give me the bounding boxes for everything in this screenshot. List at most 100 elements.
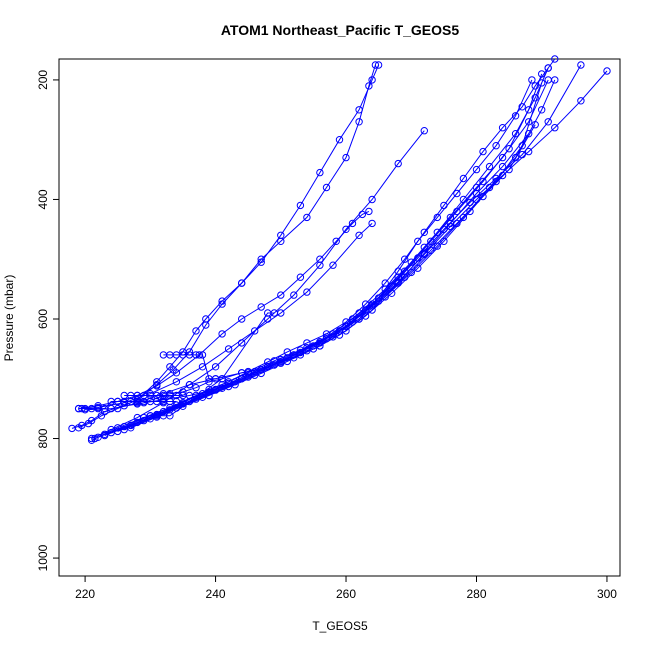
data-point bbox=[374, 294, 383, 302]
series-line bbox=[137, 133, 530, 404]
data-point bbox=[433, 213, 441, 222]
data-point bbox=[348, 219, 357, 228]
x-axis-label: T_GEOS5 bbox=[312, 619, 368, 633]
data-point bbox=[420, 243, 428, 252]
data-point bbox=[257, 366, 265, 374]
data-point bbox=[342, 225, 350, 234]
data-point bbox=[427, 237, 435, 246]
data-point bbox=[459, 174, 468, 183]
data-point bbox=[355, 118, 363, 126]
data-point bbox=[368, 76, 376, 84]
series-6 bbox=[87, 55, 559, 444]
data-point bbox=[290, 354, 298, 362]
data-point bbox=[505, 165, 513, 174]
data-point bbox=[335, 331, 344, 339]
x-tick-label: 240 bbox=[206, 587, 226, 601]
series-line bbox=[81, 223, 373, 410]
data-point bbox=[316, 342, 324, 350]
series-11 bbox=[114, 121, 539, 436]
data-point bbox=[257, 258, 265, 266]
data-point bbox=[202, 321, 210, 329]
series-line bbox=[78, 64, 380, 429]
data-point bbox=[538, 70, 546, 78]
data-point bbox=[238, 279, 246, 287]
y-axis-label: Pressure (mbar) bbox=[2, 275, 16, 362]
data-point bbox=[329, 261, 337, 269]
data-point bbox=[511, 130, 520, 138]
data-point bbox=[528, 76, 536, 84]
data-point bbox=[427, 246, 435, 255]
data-point bbox=[185, 381, 194, 389]
y-tick-label: 600 bbox=[36, 309, 50, 329]
data-point bbox=[394, 279, 402, 287]
y-tick-label: 800 bbox=[36, 428, 50, 448]
data-point bbox=[420, 228, 428, 237]
data-point bbox=[322, 183, 331, 192]
data-point bbox=[414, 264, 422, 272]
data-point bbox=[296, 351, 305, 359]
data-point bbox=[277, 291, 285, 299]
series-line bbox=[91, 130, 425, 439]
data-point bbox=[531, 94, 539, 102]
data-point bbox=[97, 412, 106, 420]
data-point bbox=[544, 64, 552, 72]
data-point bbox=[224, 345, 233, 353]
series-line bbox=[143, 79, 533, 404]
series-line bbox=[124, 79, 556, 431]
data-point bbox=[316, 168, 324, 177]
data-point bbox=[211, 385, 220, 394]
data-point bbox=[303, 339, 311, 347]
data-point bbox=[498, 162, 507, 171]
data-point bbox=[198, 351, 207, 359]
data-point bbox=[218, 375, 226, 383]
data-point bbox=[492, 142, 500, 150]
data-point bbox=[211, 363, 220, 371]
series-18 bbox=[120, 391, 187, 400]
series-line bbox=[78, 210, 370, 410]
plot-frame bbox=[58, 58, 621, 577]
series-12 bbox=[120, 76, 559, 434]
data-point bbox=[479, 177, 487, 186]
data-point bbox=[365, 82, 373, 90]
chart-title: ATOM1 Northeast_Pacific T_GEOS5 bbox=[221, 22, 460, 38]
data-point bbox=[544, 118, 552, 126]
data-point bbox=[179, 391, 187, 400]
data-point bbox=[440, 237, 448, 246]
data-point bbox=[316, 261, 324, 269]
data-point bbox=[335, 327, 344, 335]
data-point bbox=[192, 384, 200, 392]
data-point bbox=[479, 192, 487, 201]
data-point bbox=[492, 177, 500, 186]
data-point bbox=[303, 288, 311, 296]
x-tick-label: 260 bbox=[336, 587, 356, 601]
series-14 bbox=[81, 76, 552, 414]
data-point bbox=[433, 242, 441, 250]
x-tick-label: 300 bbox=[597, 587, 617, 601]
data-point bbox=[257, 303, 265, 311]
data-point bbox=[205, 391, 213, 400]
data-point bbox=[551, 124, 559, 132]
data-point bbox=[74, 424, 83, 432]
data-point bbox=[355, 231, 363, 240]
data-point bbox=[264, 363, 272, 371]
data-point bbox=[368, 306, 376, 314]
series-line bbox=[163, 354, 216, 380]
x-tick-label: 220 bbox=[75, 587, 95, 601]
data-point bbox=[192, 327, 200, 335]
data-point bbox=[459, 213, 468, 222]
data-point bbox=[394, 267, 402, 275]
data-point bbox=[401, 255, 409, 263]
data-point bbox=[332, 237, 340, 246]
data-point bbox=[296, 273, 305, 281]
series-line bbox=[117, 124, 536, 432]
data-point bbox=[538, 106, 546, 114]
series-13 bbox=[127, 79, 546, 432]
data-point bbox=[368, 195, 376, 204]
plot-series bbox=[68, 55, 611, 444]
data-point bbox=[172, 378, 181, 386]
data-point bbox=[172, 369, 181, 377]
data-point bbox=[277, 358, 285, 366]
data-point bbox=[466, 207, 474, 216]
data-point bbox=[94, 433, 102, 441]
data-point bbox=[531, 82, 539, 90]
